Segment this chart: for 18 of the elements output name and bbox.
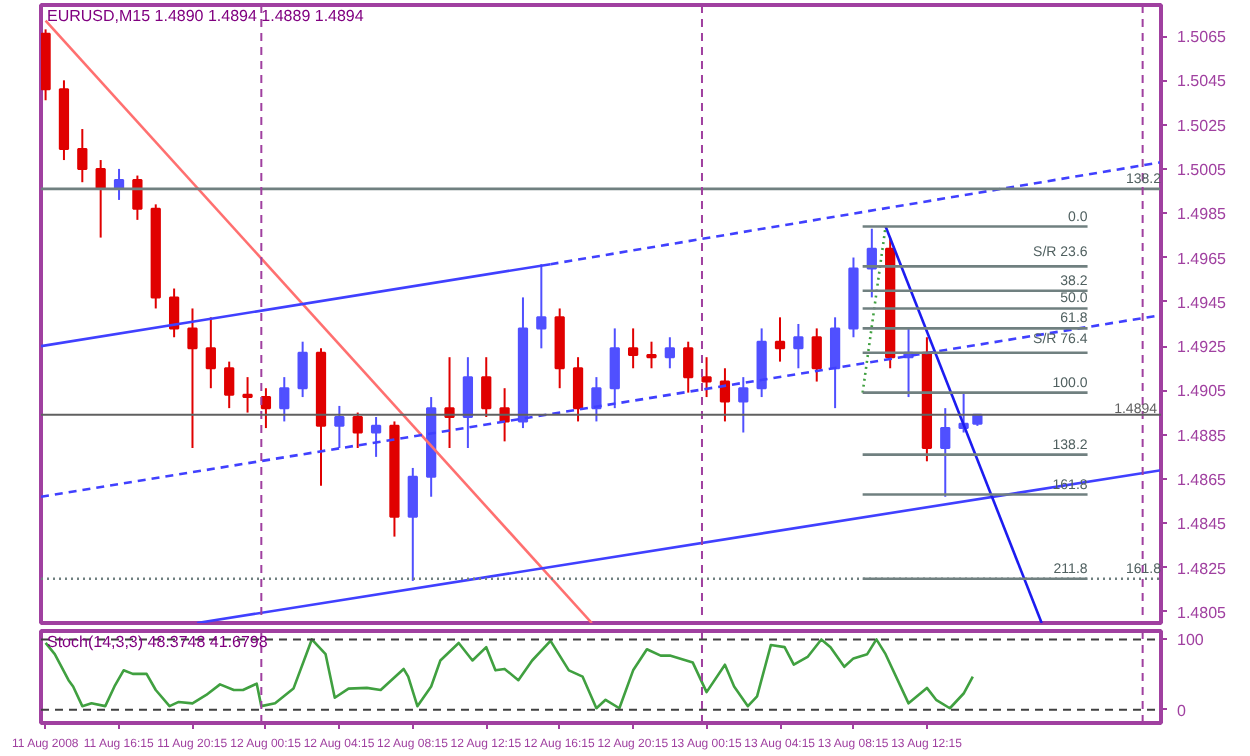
chart-title: EURUSD,M15 1.4890 1.4894 1.4889 1.4894 — [47, 7, 365, 25]
y-tick-label: 0 — [1177, 701, 1187, 720]
y-tick-label: 1.5005 — [1177, 160, 1228, 179]
y-tick-label: 1.5025 — [1177, 116, 1228, 135]
y-tick-label: 1.5065 — [1177, 28, 1228, 47]
y-tick-label: 1.4985 — [1177, 205, 1228, 224]
y-tick-label: 1.4905 — [1177, 382, 1228, 401]
chart-title: Stoch(14,3,3) 48.3748 41.6798 — [47, 633, 269, 651]
y-tick-label: 1.4945 — [1177, 293, 1228, 312]
y-tick-label: 1.4805 — [1177, 603, 1228, 622]
y-tick-label: 1.4965 — [1177, 249, 1228, 268]
y-tick-label: 1.4845 — [1177, 515, 1228, 534]
y-tick-label: 100 — [1177, 631, 1205, 650]
y-tick-label: 1.4865 — [1177, 471, 1228, 490]
y-tick-label: 1.4825 — [1177, 559, 1228, 578]
y-tick-label: 1.4885 — [1177, 426, 1228, 445]
y-tick-label: 1.4925 — [1177, 338, 1228, 357]
y-tick-label: 1.5045 — [1177, 72, 1228, 91]
